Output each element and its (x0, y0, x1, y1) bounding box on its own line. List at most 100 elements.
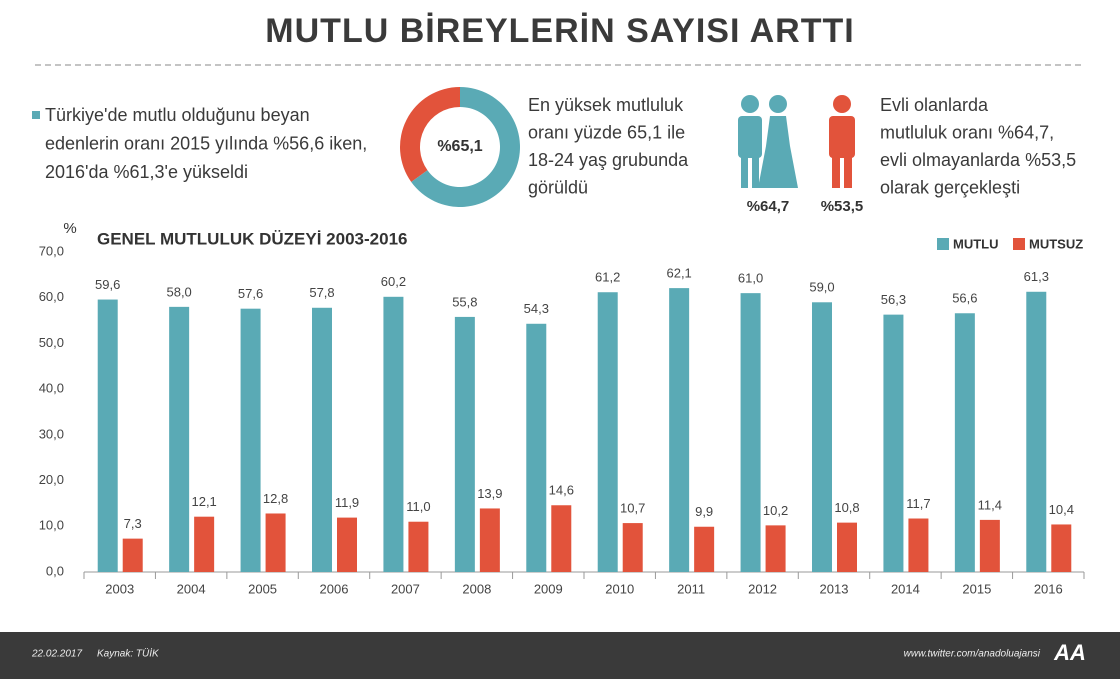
legend-label: MUTSUZ (1029, 236, 1083, 251)
bar (383, 296, 404, 572)
bar (312, 307, 332, 572)
bar (337, 517, 357, 572)
value-label: 7,3 (124, 516, 142, 531)
x-tick-label: 2014 (891, 581, 920, 596)
bar (169, 306, 190, 572)
value-label: 11,4 (978, 497, 1002, 512)
fact-line: mutluluk oranı %64,7, (880, 122, 1054, 142)
fact-line: görüldü (528, 177, 588, 197)
bar (194, 516, 215, 572)
y-tick-label: 20,0 (39, 472, 64, 487)
bar (883, 314, 904, 572)
fact-line: oranı yüzde 65,1 ile (528, 122, 685, 142)
value-label: 11,9 (335, 495, 359, 510)
value-label: 13,9 (477, 486, 502, 501)
x-tick-label: 2008 (462, 581, 491, 596)
y-tick-label: 40,0 (39, 381, 64, 396)
legend-swatch (1013, 238, 1025, 250)
value-label: 9,9 (695, 504, 713, 519)
value-label: 59,0 (809, 280, 834, 295)
bar (454, 316, 475, 572)
bullet (32, 111, 40, 119)
bar (97, 299, 118, 572)
value-label: 56,3 (881, 292, 906, 307)
value-label: 12,8 (263, 491, 288, 506)
value-label: 54,3 (524, 301, 549, 316)
value-label: 11,0 (406, 499, 430, 514)
y-tick-label: 30,0 (39, 426, 64, 441)
x-tick-label: 2003 (105, 581, 134, 596)
fact-line: edenlerin oranı 2015 yılında %56,6 iken, (45, 133, 367, 153)
value-label: 55,8 (452, 294, 477, 309)
bar (908, 518, 929, 572)
page-title: MUTLU BİREYLERİN SAYISI ARTTI (265, 12, 854, 50)
y-tick-label: 70,0 (39, 243, 64, 258)
x-tick-label: 2009 (534, 581, 563, 596)
footer-source: Kaynak: TÜİK (97, 648, 160, 660)
couple-icon (738, 95, 798, 188)
bar (551, 505, 572, 572)
bar (408, 521, 429, 572)
donut-label: %65,1 (437, 138, 482, 155)
fact-line: 2016'da %61,3'e yükseldi (45, 162, 248, 182)
icons: %64,7 %53,5 (738, 95, 863, 215)
bar (1026, 291, 1047, 572)
value-label: 57,8 (309, 285, 334, 300)
single-rate: %53,5 (821, 198, 864, 215)
donut-rest (400, 87, 460, 182)
bar (122, 538, 143, 572)
x-tick-label: 2006 (320, 581, 349, 596)
value-label: 10,4 (1049, 502, 1074, 517)
x-tick-label: 2005 (248, 581, 277, 596)
y-unit: % (63, 220, 76, 237)
bar (597, 292, 618, 572)
value-label: 61,2 (595, 270, 620, 285)
value-label: 11,7 (906, 496, 930, 511)
x-tick-label: 2013 (820, 581, 849, 596)
bar (240, 308, 261, 572)
married-rate: %64,7 (747, 198, 790, 215)
fact-line: En yüksek mutluluk (528, 95, 684, 115)
value-label: 12,1 (191, 494, 216, 509)
fact-line: olarak gerçekleşti (880, 177, 1020, 197)
bar (979, 519, 1000, 572)
donut-slice (411, 87, 521, 208)
bar (1051, 524, 1072, 572)
value-label: 62,1 (666, 266, 691, 281)
value-label: 60,2 (381, 274, 406, 289)
value-label: 14,6 (549, 483, 574, 498)
bar (765, 525, 786, 572)
y-tick-label: 10,0 (39, 518, 64, 533)
bar (740, 293, 761, 572)
bar (669, 288, 690, 572)
value-label: 61,3 (1024, 269, 1049, 284)
legend-swatch (937, 238, 949, 250)
bar (837, 522, 857, 572)
y-tick-label: 60,0 (39, 289, 64, 304)
value-label: 10,2 (763, 503, 788, 518)
x-tick-label: 2012 (748, 581, 777, 596)
logo: AA (1053, 640, 1086, 665)
x-tick-label: 2004 (177, 581, 206, 596)
value-label: 57,6 (238, 286, 263, 301)
value-label: 58,0 (166, 284, 191, 299)
value-label: 10,8 (834, 500, 859, 515)
value-label: 10,7 (620, 501, 645, 516)
bar (694, 526, 715, 572)
footer-url: www.twitter.com/anadoluajansi (904, 649, 1041, 660)
footer-date: 22.02.2017 (31, 649, 82, 660)
y-tick-label: 50,0 (39, 335, 64, 350)
bar (812, 302, 832, 572)
value-label: 59,6 (95, 277, 120, 292)
x-tick-label: 2007 (391, 581, 420, 596)
fact-line: evli olmayanlarda %53,5 (880, 150, 1076, 170)
x-tick-label: 2010 (605, 581, 634, 596)
bar (526, 323, 547, 572)
value-label: 56,6 (952, 291, 977, 306)
footer (0, 632, 1120, 679)
legend-label: MUTLU (953, 236, 999, 251)
fact-line: Evli olanlarda (880, 95, 989, 115)
bar (622, 523, 643, 572)
fact-line: Türkiye'de mutlu olduğunu beyan (45, 105, 310, 125)
